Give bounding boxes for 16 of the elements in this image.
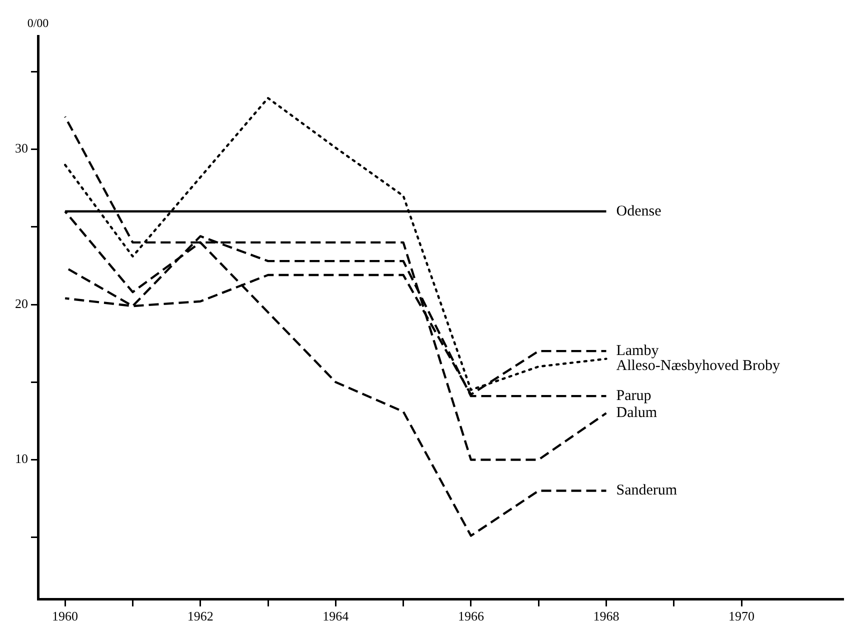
x-tick-label: 1960 (52, 608, 78, 624)
series-label: Alleso-Næsbyhoved Broby (616, 358, 780, 374)
y-tick-label: 10 (15, 451, 28, 466)
x-tick-label: 1964 (322, 608, 350, 624)
series-label: Parup (616, 388, 652, 404)
series-label: Sanderum (616, 482, 678, 499)
y-tick-label: 30 (15, 140, 28, 156)
x-tick-label: 1962 (187, 608, 214, 624)
series-label: Dalum (616, 405, 658, 422)
x-tick-label: 1966 (458, 608, 484, 624)
x-tick-label: 1968 (593, 608, 620, 624)
x-tick-label: 1970 (728, 608, 755, 624)
series-label: Lamby (616, 343, 660, 360)
y-axis-title: 0/00 (27, 16, 49, 30)
y-tick-label: 20 (15, 296, 28, 311)
series-label: Odense (616, 203, 662, 220)
